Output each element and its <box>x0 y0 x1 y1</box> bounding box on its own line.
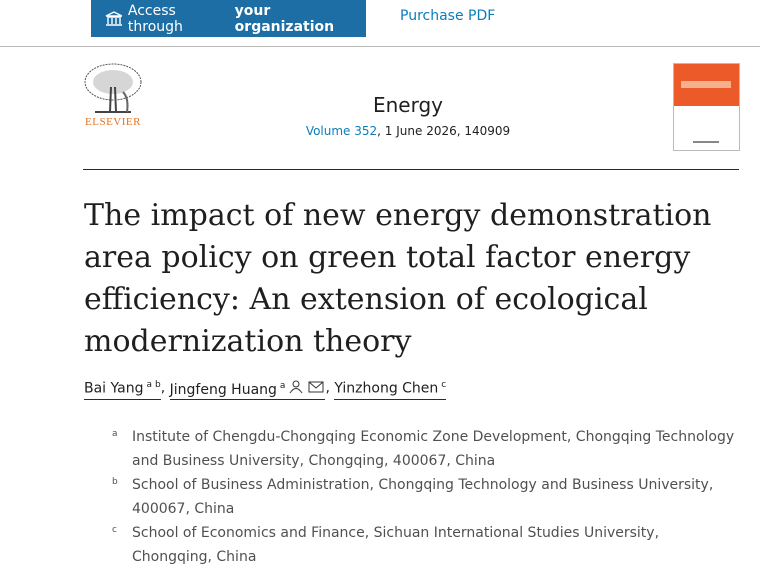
volume-link[interactable]: Volume 352 <box>305 124 378 138</box>
publisher-name: ELSEVIER <box>85 116 141 128</box>
issue-details: , 1 June 2026, 140909 <box>377 124 511 138</box>
access-prefix: Access through <box>127 2 183 35</box>
affiliation-label: b <box>112 477 118 487</box>
affiliation-text: School of Business Administration, Chong… <box>132 477 714 517</box>
separator: , <box>160 380 170 396</box>
separator: , <box>325 380 335 396</box>
author-name: Jingfeng Huang <box>169 382 277 398</box>
publisher-logo <box>84 63 142 113</box>
author-sup: a <box>279 381 286 392</box>
author-name: Bai Yang <box>84 380 144 397</box>
journal-cover[interactable] <box>673 63 740 151</box>
access-button[interactable]: Access through your organization <box>91 0 366 37</box>
journal-volume: Volume 352, 1 June 2026, 140909 <box>258 124 558 138</box>
top-bar <box>0 0 760 47</box>
affiliation: c School of Economics and Finance, Sichua… <box>112 521 742 569</box>
author[interactable]: Jingfeng Huang a <box>169 380 326 400</box>
author-name: Yinzhong Chen <box>334 380 439 397</box>
author-icons <box>290 380 324 394</box>
affiliation-text: Institute of Chengdu-Chongqing Economic … <box>132 429 735 469</box>
article-title: The impact of new energy demonstration a… <box>84 198 712 359</box>
affiliation-label: c <box>112 525 117 535</box>
purchase-pdf-link[interactable]: Purchase PDF <box>400 8 496 24</box>
journal-name[interactable]: Energy <box>372 93 444 117</box>
author[interactable]: Yinzhong Chen c <box>334 380 447 400</box>
affiliation-text: School of Economics and Finance, Sichuan… <box>132 525 660 565</box>
author-sup: c <box>441 380 447 390</box>
author-sup: a <box>146 380 153 390</box>
institution-icon <box>105 10 122 26</box>
author[interactable]: Bai Yang a b <box>84 380 161 400</box>
author-list: Bai Yang a b, Jingfeng Huang a, Yinzhong Ch… <box>84 380 447 400</box>
author-sup: b <box>155 380 161 390</box>
affiliation: b School of Business Administration, Chon… <box>112 473 742 521</box>
affiliation: a Institute of Chengdu-Chongqing Economic… <box>112 425 742 473</box>
header-rule <box>83 169 739 170</box>
access-bold: your organization <box>234 2 335 35</box>
affiliation-label: a <box>112 429 118 439</box>
